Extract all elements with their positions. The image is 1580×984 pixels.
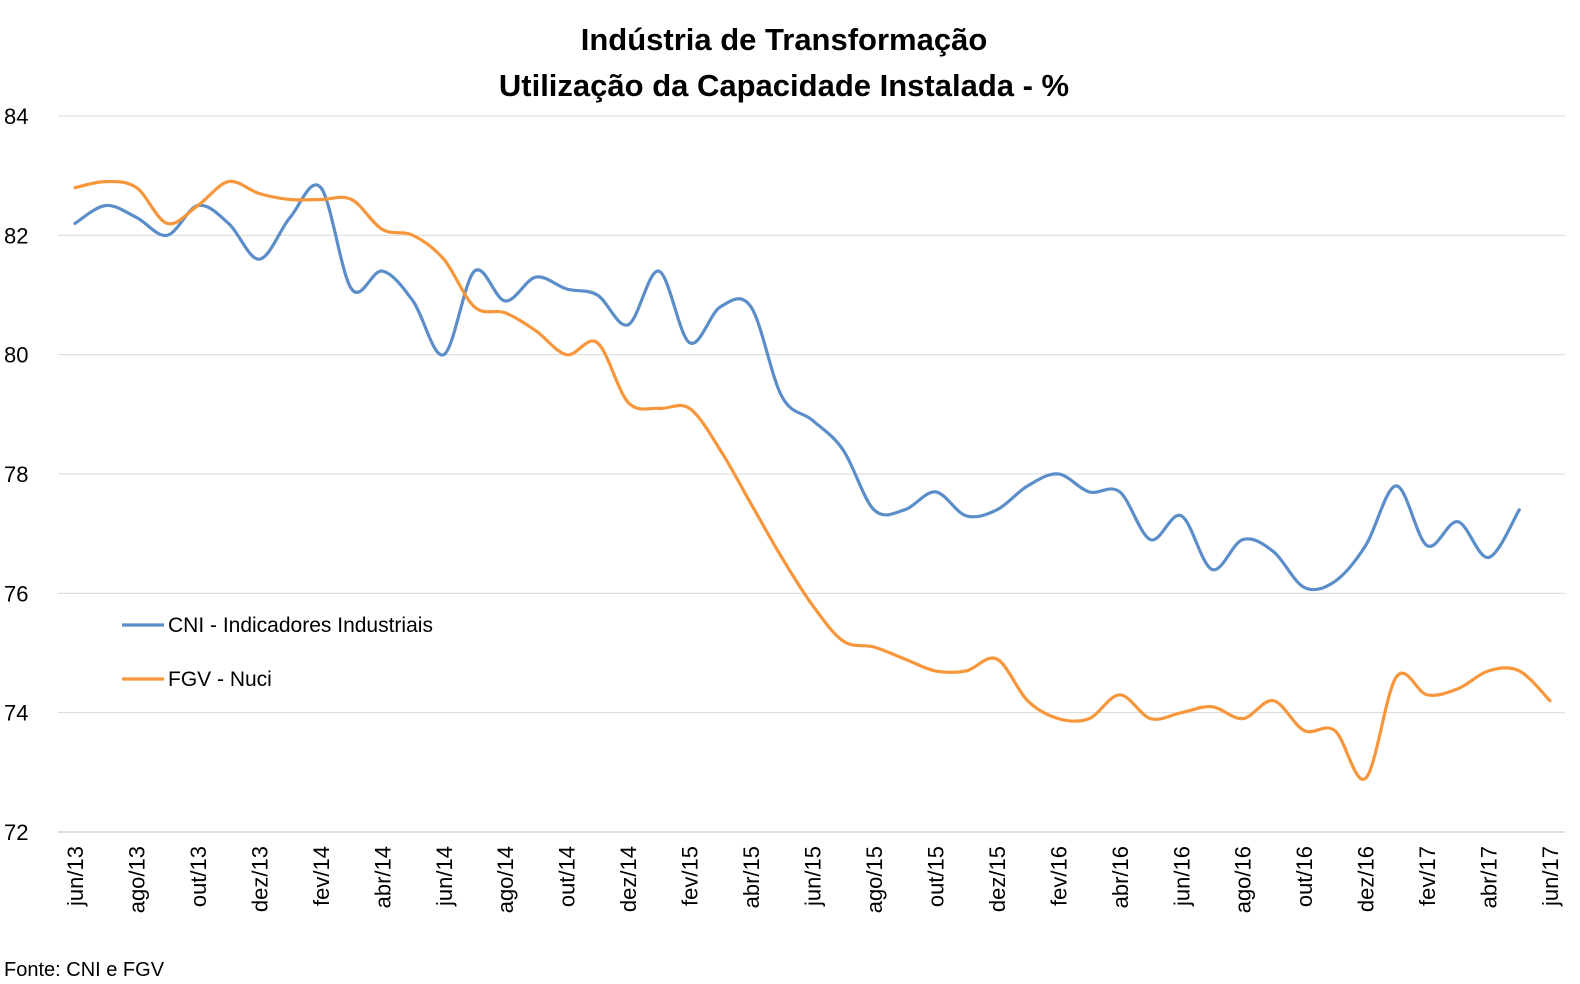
legend-label: FGV - Nuci [168,668,272,691]
y-tick-label: 72 [4,820,28,845]
x-tick-label: ago/15 [862,846,887,913]
x-tick-label: dez/16 [1354,846,1379,912]
x-axis-tick-labels: jun/13 ago/13 out/13 dez/13 fev/14 abr/14 jun/… [63,846,1563,913]
x-tick-label: abr/16 [1108,846,1133,908]
chart-title-line-1: Indústria de Transformação [581,22,988,57]
x-tick-label: out/16 [1292,846,1317,907]
y-tick-label: 80 [4,343,28,368]
x-tick-label: ago/16 [1231,846,1256,913]
x-tick-label: fev/16 [1046,846,1071,906]
x-tick-label: ago/13 [124,846,149,913]
series-line-cni [73,183,1521,592]
y-axis-tick-labels: 72 74 76 78 80 82 84 [4,104,28,845]
legend: CNI - Indicadores Industriais FGV - Nuci [122,614,433,691]
chart-title-line-2: Utilização da Capacidade Instalada - % [499,68,1069,103]
x-tick-label: dez/13 [247,846,272,912]
x-tick-label: jun/13 [63,846,88,907]
series-line-fgv [73,179,1552,781]
y-tick-label: 74 [4,701,28,726]
series-lines [73,179,1552,781]
x-tick-label: jun/14 [432,846,457,907]
y-gridlines [58,115,1565,714]
x-tick-label: ago/14 [493,846,518,913]
chart-source: Fonte: CNI e FGV [4,959,165,981]
y-tick-label: 76 [4,581,28,606]
x-tick-label: abr/14 [370,846,395,908]
y-tick-label: 84 [4,104,28,129]
x-tick-label: abr/15 [739,846,764,908]
y-tick-label: 82 [4,223,28,248]
x-tick-label: fev/15 [678,846,703,906]
x-tick-label: dez/14 [616,846,641,912]
x-tick-label: dez/15 [985,846,1010,912]
x-tick-label: out/14 [555,846,580,907]
x-tick-label: out/13 [186,846,211,907]
x-tick-label: fev/14 [309,846,334,906]
x-tick-label: jun/17 [1538,846,1563,907]
x-tick-label: jun/16 [1169,846,1194,907]
y-tick-label: 78 [4,462,28,487]
legend-label: CNI - Indicadores Industriais [168,614,433,637]
x-tick-label: abr/17 [1477,846,1502,908]
x-tick-label: out/15 [923,846,948,907]
x-tick-label: fev/17 [1415,846,1440,906]
x-tick-label: jun/15 [801,846,826,907]
